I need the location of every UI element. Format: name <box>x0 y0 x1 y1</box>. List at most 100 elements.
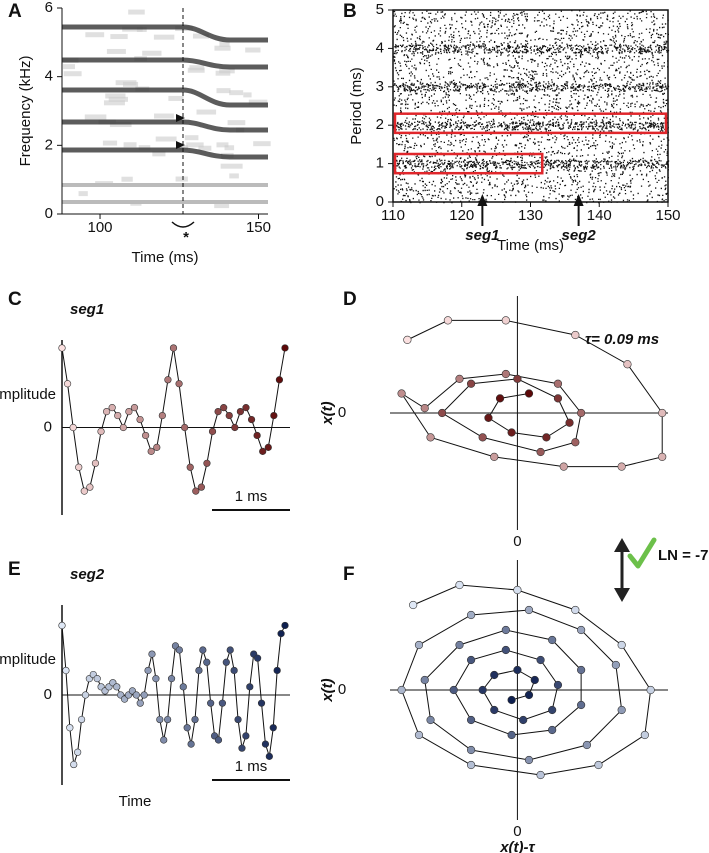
y-tick-label: 2 <box>376 116 384 133</box>
annotation-label: seg1 <box>465 227 499 244</box>
phase-point <box>455 374 464 383</box>
phase-point <box>507 730 516 740</box>
region-box <box>393 112 668 135</box>
spectrogram-texture <box>248 99 268 105</box>
spectrogram-texture <box>109 122 132 128</box>
spectrogram-texture <box>78 191 88 197</box>
sample-point <box>191 715 199 724</box>
spectrogram-texture <box>155 136 177 142</box>
spectrogram-texture <box>227 120 246 126</box>
spectrogram-texture <box>153 34 175 40</box>
spectrogram-texture <box>63 71 82 77</box>
spectrogram-texture <box>123 142 137 148</box>
sample-point <box>130 404 139 412</box>
phase-point <box>438 408 447 418</box>
phase-point <box>455 640 464 650</box>
phase-point <box>571 330 580 340</box>
spectrogram-texture <box>184 135 199 141</box>
sample-point <box>113 683 121 691</box>
sample-point <box>242 732 250 740</box>
delay-annotation: τ= 0.09 ms <box>585 331 659 348</box>
sample-point <box>66 724 74 732</box>
sample-point <box>164 715 172 724</box>
y-tick-label: 1 <box>376 155 384 172</box>
phase-point <box>577 700 586 710</box>
sample-point <box>160 736 168 744</box>
sample-point <box>86 483 94 491</box>
sample-point <box>238 744 246 752</box>
y-axis-label: x(t) <box>319 401 336 425</box>
spectrogram-texture <box>110 34 128 40</box>
spectrogram-texture <box>192 33 209 39</box>
scale-bar-label: 1 ms <box>235 758 268 775</box>
sample-point <box>58 621 66 630</box>
marker-label: * <box>183 229 189 246</box>
sample-point <box>136 699 144 707</box>
sample-point <box>183 724 191 732</box>
x-tick-label: 120 <box>449 207 474 224</box>
phase-point <box>501 369 510 379</box>
sample-point <box>80 487 88 495</box>
sample-point <box>270 411 278 420</box>
phase-point <box>542 433 551 442</box>
spectrogram-texture <box>189 65 205 71</box>
y-tick-label: 4 <box>45 68 53 85</box>
sample-point <box>207 699 215 707</box>
phase-point <box>490 670 499 680</box>
sample-point <box>273 666 281 675</box>
sample-point <box>199 646 207 654</box>
sample-point <box>58 344 66 352</box>
spectrogram-texture <box>102 140 118 146</box>
x-tick-label: 0 <box>513 823 521 840</box>
sample-point <box>147 447 155 455</box>
phase-point <box>409 600 418 610</box>
sample-point <box>97 427 105 436</box>
y-tick-label: 0 <box>45 205 53 222</box>
sample-point <box>203 658 211 666</box>
spectrogram-texture <box>106 48 126 54</box>
spectrogram-texture <box>216 142 229 148</box>
phase-point <box>553 394 563 403</box>
sample-point <box>77 715 86 724</box>
sample-point <box>167 675 176 683</box>
sample-point <box>169 344 178 352</box>
sample-point <box>186 463 194 471</box>
phase-point <box>478 433 487 442</box>
phase-point <box>501 625 510 635</box>
sample-point <box>264 443 272 451</box>
sample-point <box>62 666 70 675</box>
spectrogram-texture <box>229 173 239 179</box>
y-tick-label: 2 <box>45 136 53 153</box>
sample-point <box>214 736 223 744</box>
y-axis-label: Amplitude <box>0 651 56 668</box>
x-axis-label: Time (ms) <box>132 249 199 266</box>
sample-point <box>220 404 228 412</box>
sample-point <box>208 427 217 436</box>
spectrogram-texture <box>121 176 133 182</box>
x-tick-label: 100 <box>88 219 113 236</box>
sample-point <box>203 459 211 467</box>
phase-point <box>565 418 574 427</box>
spectrogram-texture <box>152 151 166 157</box>
phase-point <box>490 452 499 461</box>
phase-point <box>466 655 476 665</box>
spectrogram-texture <box>220 163 243 169</box>
sample-point <box>265 752 273 760</box>
phase-point <box>571 605 580 615</box>
sample-point <box>70 760 78 769</box>
y-tick-label: 0 <box>44 418 52 435</box>
phase-point <box>623 360 632 369</box>
spectrogram-texture <box>216 88 231 94</box>
region-box <box>393 152 544 175</box>
arrow-heads <box>614 538 630 602</box>
scale-bar-label: 1 ms <box>235 488 268 505</box>
y-tick-label: 0 <box>338 681 346 698</box>
phase-point <box>501 316 510 325</box>
phase-point <box>397 389 406 398</box>
y-tick-label: 0 <box>376 193 384 210</box>
spectrogram-texture <box>142 50 162 56</box>
sample-point <box>242 404 250 412</box>
spectrogram-texture <box>168 95 184 101</box>
panel-letter: A <box>8 1 22 22</box>
y-tick-label: 0 <box>44 686 52 703</box>
